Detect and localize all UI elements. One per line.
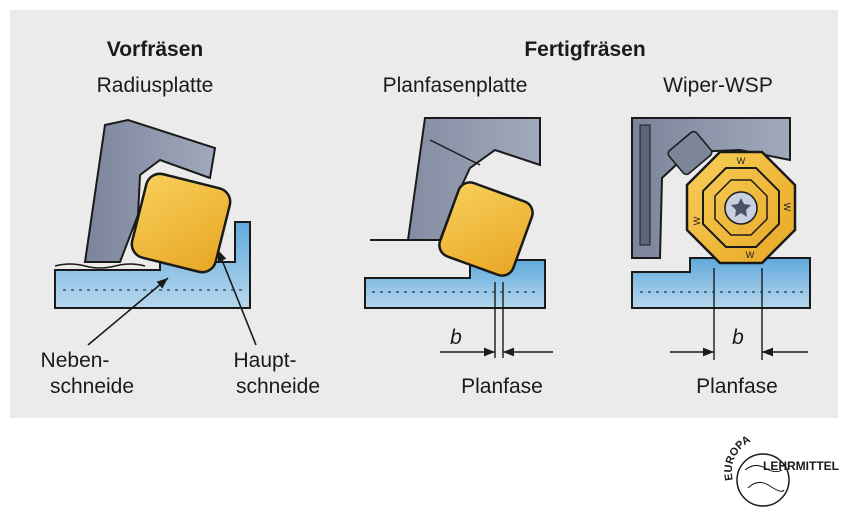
heading-roughing: Vorfräsen [107, 38, 203, 61]
label-planfase-chamfer: Planfase [461, 375, 543, 398]
heading-finishing: Fertigfräsen [524, 38, 645, 61]
wiper-insert-illustration [631, 117, 811, 360]
torx-icon [731, 198, 751, 217]
title-radiusplatte: Radiusplatte [97, 74, 214, 97]
logo-brand-text: LEHRMITTEL [763, 459, 839, 473]
radius-insert-illustration [54, 118, 257, 346]
title-planfasenplatte: Planfasenplatte [383, 74, 528, 97]
chamfer-insert-illustration [364, 117, 553, 358]
workpiece [631, 257, 811, 309]
title-wiper-wsp: Wiper-WSP [663, 74, 773, 97]
chip-surface [54, 263, 146, 269]
label-hauptschneide-1: Haupt- [233, 349, 296, 372]
wiper-mark-left: W [692, 216, 702, 225]
radius-insert [130, 172, 232, 274]
workpiece [54, 221, 251, 309]
dimension-b-chamfer: b [450, 326, 462, 349]
wiper-mark-top: W [737, 156, 746, 166]
label-nebenschneide-2: schneide [50, 375, 134, 398]
dimension-b-wiper: b [732, 326, 744, 349]
chamfer-insert [438, 181, 534, 277]
wiper-mark-right: W [782, 203, 792, 212]
wiper-mark-bottom: W [746, 250, 755, 260]
label-nebenschneide-1: Neben- [41, 349, 110, 372]
tool-holder [83, 118, 217, 263]
label-hauptschneide-2: schneide [236, 375, 320, 398]
label-planfase-wiper: Planfase [696, 375, 778, 398]
workpiece [364, 259, 546, 309]
europa-lehrmittel-logo: EUROPA LEHRMITTEL [723, 433, 839, 507]
